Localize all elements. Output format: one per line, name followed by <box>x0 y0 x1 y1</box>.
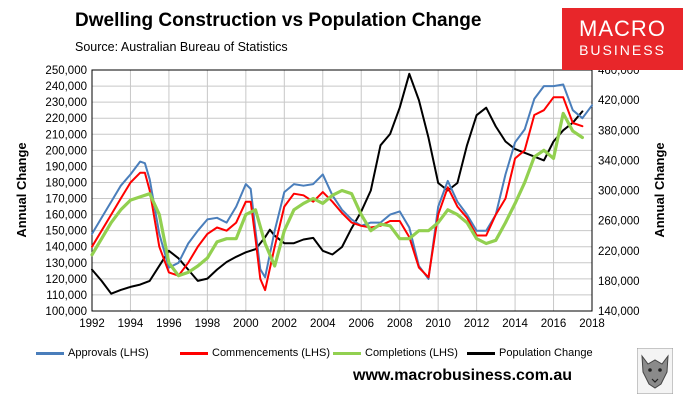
y-right-tick-label: 300,000 <box>598 186 640 198</box>
chart-source: Source: Australian Bureau of Statistics <box>75 40 288 54</box>
x-tick-label: 2012 <box>464 318 490 330</box>
y-left-tick-label: 170,000 <box>45 194 87 206</box>
x-tick-label: 1992 <box>79 318 105 330</box>
legend-item-commencements: Commencements (LHS) <box>180 347 330 359</box>
legend-item-approvals: Approvals (LHS) <box>36 347 149 359</box>
wolf-logo-icon <box>637 348 673 394</box>
y-left-tick-label: 220,000 <box>45 113 87 125</box>
series-line-population <box>91 72 584 295</box>
logo-line-1: MACRO <box>579 16 666 41</box>
y-right-tick-label: 420,000 <box>598 95 640 107</box>
chart-title: Dwelling Construction vs Population Chan… <box>75 10 482 31</box>
series-lines <box>90 72 593 295</box>
y-left-tick-label: 120,000 <box>45 274 87 286</box>
legend-label-completions: Completions (LHS) <box>365 347 458 359</box>
left-axis-ticks: 100,000 110,000 120,000 130,000 140,000 150,0… <box>45 65 87 318</box>
legend-swatch-population <box>467 351 495 355</box>
x-tick-label: 2014 <box>502 318 528 330</box>
y-left-tick-label: 210,000 <box>45 129 87 141</box>
x-tick-label: 2018 <box>579 318 605 330</box>
x-tick-label: 1998 <box>195 318 221 330</box>
legend-swatch-commencements <box>180 351 208 355</box>
x-axis-ticks: 1992 1994 1996 1998 2000 2002 2004 2006 2008 2010… <box>79 318 605 330</box>
legend-swatch-approvals <box>36 351 64 355</box>
y-left-tick-label: 110,000 <box>46 290 87 302</box>
x-tick-label: 2002 <box>272 318 298 330</box>
x-tick-label: 1994 <box>118 318 144 330</box>
legend-item-population: Population Change <box>467 347 593 359</box>
y-right-tick-label: 220,000 <box>598 246 640 258</box>
y-right-tick-label: 260,000 <box>598 216 640 228</box>
x-tick-label: 1996 <box>156 318 182 330</box>
y-left-tick-label: 180,000 <box>45 177 87 189</box>
y-right-tick-label: 180,000 <box>598 276 640 288</box>
legend-label-population: Population Change <box>499 347 593 359</box>
series-line-completions <box>90 111 585 278</box>
y-left-tick-label: 160,000 <box>45 210 87 222</box>
y-left-tick-label: 250,000 <box>45 65 87 77</box>
x-tick-label: 2006 <box>348 318 374 330</box>
legend-label-approvals: Approvals (LHS) <box>68 347 149 359</box>
legend-swatch-completions <box>333 351 361 355</box>
plot-area <box>91 69 593 312</box>
y-left-tick-label: 140,000 <box>45 242 87 254</box>
x-tick-label: 2016 <box>541 318 567 330</box>
y-left-tick-label: 130,000 <box>45 258 87 270</box>
x-tick-label: 2008 <box>387 318 413 330</box>
series-line-commencements <box>91 96 584 292</box>
y-left-tick-label: 240,000 <box>45 81 87 93</box>
y-right-tick-label: 140,000 <box>598 306 640 318</box>
legend-label-commencements: Commencements (LHS) <box>212 347 330 359</box>
right-axis-ticks: 140,000 180,000 220,000 260,000 300,000 340,0… <box>598 65 640 318</box>
macrobusiness-logo: MACRO BUSINESS <box>562 8 683 70</box>
y-right-tick-label: 380,000 <box>598 125 640 137</box>
y-left-tick-label: 190,000 <box>45 161 87 173</box>
logo-line-2: BUSINESS <box>579 42 666 58</box>
x-tick-label: 2000 <box>233 318 259 330</box>
legend-item-completions: Completions (LHS) <box>333 347 458 359</box>
website-url: www.macrobusiness.com.au <box>353 367 573 384</box>
x-tick-label: 2010 <box>425 318 451 330</box>
y-left-tick-label: 200,000 <box>45 145 87 157</box>
y-right-tick-label: 340,000 <box>598 155 640 167</box>
y-left-tick-label: 150,000 <box>45 226 87 238</box>
y-axis-label-left: Annual Change <box>14 142 29 237</box>
y-axis-label-right: Annual Change <box>652 142 667 237</box>
y-left-tick-label: 100,000 <box>45 306 87 318</box>
legend: Approvals (LHS) Commencements (LHS) Comp… <box>0 347 696 363</box>
y-left-tick-label: 230,000 <box>45 97 87 109</box>
x-tick-label: 2004 <box>310 318 336 330</box>
